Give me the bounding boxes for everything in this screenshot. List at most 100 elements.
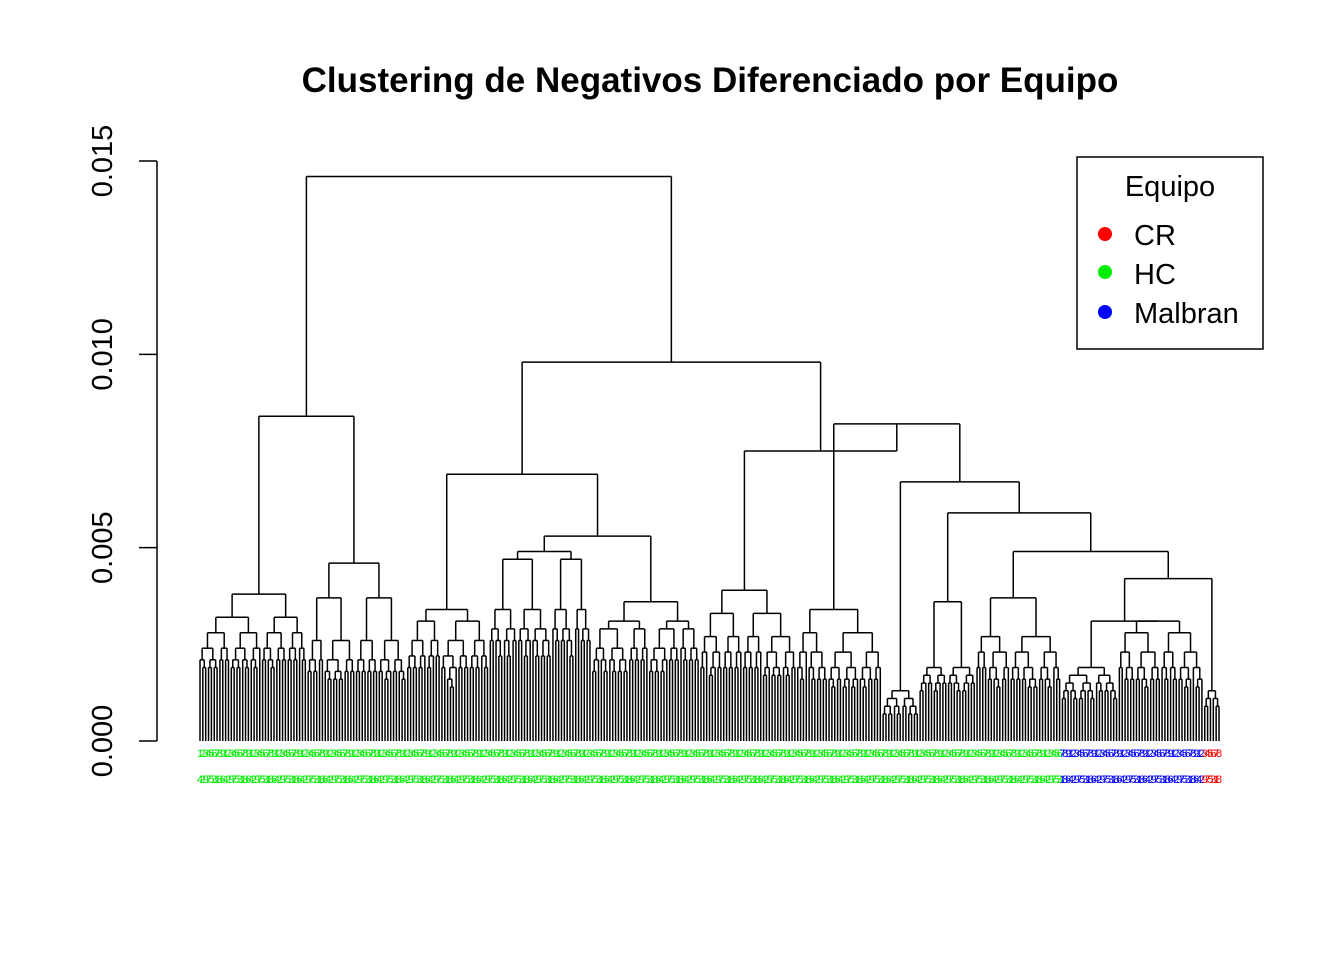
leaf-label: 1 xyxy=(1145,748,1151,760)
leaf-label: 9 xyxy=(553,748,559,760)
leaf-label: 7 xyxy=(342,748,348,760)
leaf-label: 5 xyxy=(772,748,778,760)
leaf-label: 8 xyxy=(1011,774,1017,786)
leaf-label: 4 xyxy=(761,774,767,786)
leaf-label: 6 xyxy=(1065,774,1071,786)
leaf-label: 7 xyxy=(573,748,579,760)
leaf-label: 6 xyxy=(903,748,909,760)
leaf-label: 3 xyxy=(570,774,576,786)
leaf-label: 3 xyxy=(1031,774,1037,786)
leaf-label: 5 xyxy=(1131,774,1137,786)
leaf-label: 5 xyxy=(669,748,675,760)
leaf-label: 8 xyxy=(319,748,325,760)
leaf-label: 8 xyxy=(678,748,684,760)
leaf-label: 4 xyxy=(786,774,792,786)
leaf-label: 2 xyxy=(1045,748,1051,760)
leaf-label: 4 xyxy=(1076,748,1082,760)
leaf-label: 3 xyxy=(1202,748,1208,760)
leaf-label: 4 xyxy=(872,748,878,760)
leaf-label: 2 xyxy=(507,774,513,786)
y-axis: 0.000 0.005 0.010 0.015 xyxy=(87,125,158,778)
leaf-label: 5 xyxy=(490,748,496,760)
leaf-label: 7 xyxy=(667,774,673,786)
leaf-label: 3 xyxy=(1074,748,1080,760)
leaf-label: 7 xyxy=(539,774,545,786)
leaf-label: 4 xyxy=(581,774,587,786)
leaf-label: 3 xyxy=(484,748,490,760)
leaf-label: 1 xyxy=(393,774,399,786)
leaf-label: 1 xyxy=(1008,774,1014,786)
leaf-label: 1 xyxy=(1042,748,1048,760)
leaf-label: 9 xyxy=(578,748,584,760)
leaf-label: 2 xyxy=(225,774,231,786)
leaf-label: 5 xyxy=(439,748,445,760)
leaf-label: 5 xyxy=(516,748,522,760)
leaf-label: 2 xyxy=(1148,748,1154,760)
leaf-label: 5 xyxy=(746,748,752,760)
leaf-label: 5 xyxy=(593,748,599,760)
leaf-label: 9 xyxy=(1074,774,1080,786)
leaf-label: 1 xyxy=(291,774,297,786)
leaf-label: 7 xyxy=(854,748,860,760)
leaf-label: 5 xyxy=(1002,748,1008,760)
leaf-label: 6 xyxy=(527,774,533,786)
leaf-label: 3 xyxy=(826,774,832,786)
leaf-label: 7 xyxy=(769,774,775,786)
leaf-label: 5 xyxy=(1028,748,1034,760)
leaf-label: 3 xyxy=(971,748,977,760)
leaf-label: 4 xyxy=(889,774,895,786)
leaf-label: 8 xyxy=(422,748,428,760)
leaf-label: 6 xyxy=(749,748,755,760)
leaf-label: 6 xyxy=(706,774,712,786)
leaf-label: 6 xyxy=(553,774,559,786)
leaf-label: 7 xyxy=(1213,748,1219,760)
leaf-label: 6 xyxy=(980,748,986,760)
leaf-label: 5 xyxy=(1207,774,1213,786)
leaf-label: 2 xyxy=(328,748,334,760)
leaf-label: 7 xyxy=(752,748,758,760)
leaf-label: 3 xyxy=(1176,748,1182,760)
y-tick-label: 0.000 xyxy=(87,705,119,778)
leaf-label: 3 xyxy=(237,774,243,786)
leaf-label: 9 xyxy=(1193,748,1199,760)
leaf-label: 6 xyxy=(877,748,883,760)
leaf-label: 3 xyxy=(843,748,849,760)
leaf-label: 3 xyxy=(262,774,268,786)
leaf-label: 5 xyxy=(567,774,573,786)
leaf-label: 9 xyxy=(373,748,379,760)
leaf-label: 6 xyxy=(262,748,268,760)
leaf-label: 1 xyxy=(1170,748,1176,760)
leaf-label: 3 xyxy=(1099,748,1105,760)
leaf-label: 7 xyxy=(983,748,989,760)
leaf-label: 8 xyxy=(934,748,940,760)
leaf-label: 1 xyxy=(197,748,203,760)
leaf-label: 4 xyxy=(743,748,749,760)
leaf-label: 4 xyxy=(692,748,698,760)
leaf-label: 2 xyxy=(1020,774,1026,786)
leaf-label: 2 xyxy=(328,774,334,786)
leaf-label: 2 xyxy=(763,748,769,760)
leaf-label: 9 xyxy=(1168,748,1174,760)
leaf-label: 4 xyxy=(334,748,340,760)
leaf-label: 8 xyxy=(1165,774,1171,786)
leaf-label: 4 xyxy=(923,748,929,760)
leaf-label: 2 xyxy=(1071,748,1077,760)
leaf-label: 9 xyxy=(382,774,388,786)
leaf-label: 2 xyxy=(533,748,539,760)
leaf-label: 9 xyxy=(510,774,516,786)
leaf-label: 8 xyxy=(242,748,248,760)
leaf-label: 3 xyxy=(1057,774,1063,786)
leaf-label: 2 xyxy=(1148,774,1154,786)
leaf-label: 2 xyxy=(584,748,590,760)
leaf-label: 8 xyxy=(832,774,838,786)
leaf-label: 5 xyxy=(695,774,701,786)
leaf-label: 9 xyxy=(869,774,875,786)
leaf-label: 8 xyxy=(755,774,761,786)
leaf-label: 4 xyxy=(820,748,826,760)
leaf-label: 6 xyxy=(800,748,806,760)
leaf-label: 7 xyxy=(496,748,502,760)
leaf-label: 4 xyxy=(376,774,382,786)
leaf-label: 7 xyxy=(820,774,826,786)
leaf-label: 5 xyxy=(541,774,547,786)
leaf-label: 5 xyxy=(900,748,906,760)
